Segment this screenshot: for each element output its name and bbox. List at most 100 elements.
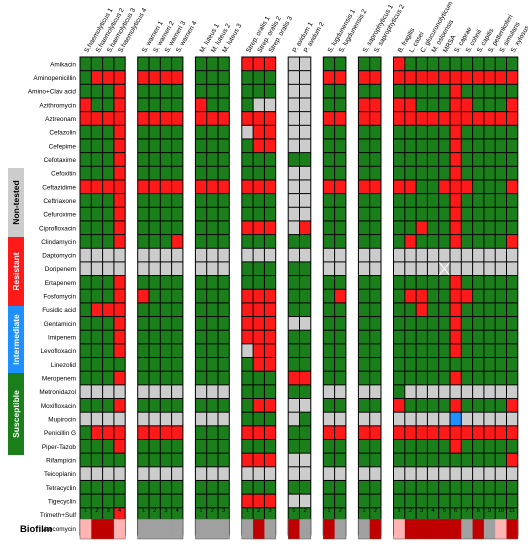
biofilm-cell-s-xylosus	[506, 519, 519, 539]
cell-m-luteus-3-amino-clav-acid	[218, 84, 229, 98]
cell-s-warneri-1-teicoplanin	[138, 467, 149, 480]
cell-s-lugdunensis-1-aztreonam	[323, 112, 335, 125]
cell-s-saprophyticus-1-teicoplanin	[358, 467, 370, 480]
cell-s-saprophyticus-2-teicoplanin	[370, 467, 381, 480]
cell-s-haemolyticus-3-gentamicin	[103, 317, 114, 330]
cell-s-warneri-2-cefepime	[149, 139, 160, 153]
cell-s-warneri-3-aminopenicillin	[160, 71, 172, 84]
cell-s-lugdunensis-1-penicillin-g	[323, 426, 335, 439]
cell-m-luteus-3-fusidic-acid	[218, 303, 229, 317]
cell-s-pettenkoferi-gentamicin	[484, 317, 495, 330]
cell-m-luteus-3-cefepime	[218, 139, 229, 153]
cell-s-pettenkoferi-linezolid	[484, 358, 495, 371]
cell-s-pettenkoferi-cefotaxime	[484, 153, 495, 166]
cell-s-lugdunensis-1-linezolid	[323, 358, 335, 371]
cell-s-haemolyticus-3-cefotaxime	[103, 153, 114, 166]
column-number: 1	[246, 508, 249, 514]
cell-s-warneri-1-fosfomycin	[138, 289, 149, 303]
cell-s-simulans-metronidazol	[495, 385, 506, 398]
cell-b-fragilis-ceftriaxone	[394, 194, 405, 207]
antibiotic-label-trimeth-sulf: Trimeth+Sulf	[40, 512, 76, 519]
cell-s-haemolyticus-3-doripenem	[103, 262, 114, 276]
cell-s-haemolyticus-4-levofloxacin	[114, 344, 125, 358]
cell-s-warneri-1-fusidic-acid	[138, 303, 149, 317]
cell-m-luteus-1-piper-tazob	[195, 439, 207, 453]
cell-b-fragilis-daptomycin	[394, 248, 405, 262]
cell-s-lugdunensis-1-cefoxitin	[323, 166, 335, 180]
cell-strep-oralis-2-fusidic-acid	[253, 303, 264, 317]
cell-s-lugdunensis-1-moxifloxacin	[323, 399, 335, 412]
cell-m-osloensis-ceftriaxone	[427, 194, 439, 207]
cell-l-casei-fosfomycin	[405, 289, 416, 303]
cell-s-haemolyticus-2-rifampicin	[91, 453, 103, 467]
cell-strep-oralis-2-metronidazol	[253, 385, 264, 398]
cell-s-haemolyticus-3-amino-clav-acid	[103, 84, 114, 98]
cell-s-saprophyticus-1-ceftazidime	[358, 180, 370, 194]
cell-s-warneri-4-ciprofloxacin	[172, 221, 183, 235]
biofilm-cell-s-cohnii	[461, 519, 473, 539]
cell-m-osloensis-teicoplanin	[427, 467, 439, 480]
cell-s-warneri-2-gentamicin	[149, 317, 160, 330]
cell-c-glucuronolyticum-amikacin	[416, 57, 427, 71]
cell-s-lugdunensis-1-cefepime	[323, 139, 335, 153]
cell-s-lugdunensis-1-ertapenem	[323, 276, 335, 289]
cell-s-simulans-linezolid	[495, 358, 506, 371]
cell-s-warneri-1-aminopenicillin	[138, 71, 149, 84]
cell-s-warneri-1-linezolid	[138, 358, 149, 371]
cell-s-xylosus-ciprofloxacin	[507, 221, 518, 235]
cell-s-haemolyticus-4-linezolid	[114, 358, 125, 371]
cell-s-capitis-doripenem	[473, 262, 484, 276]
cell-m-luteus-3-ceftriaxone	[218, 194, 229, 207]
cell-l-casei-teicoplanin	[405, 467, 416, 480]
cell-s-saprophyticus-2-metronidazol	[370, 385, 381, 398]
cell-c-glucuronolyticum-aminopenicillin	[416, 71, 427, 84]
cell-s-lugdunensis-2-aminopenicillin	[335, 71, 346, 84]
biofilm-cell-p-avidum-2	[299, 519, 312, 539]
cell-strep-oralis-3-gentamicin	[264, 317, 276, 330]
cell-s-haemolyticus-3-aminopenicillin	[103, 71, 114, 84]
cell-s-warneri-1-tigecyclin	[138, 494, 149, 508]
cell-s-saprophyticus-1-daptomycin	[358, 248, 370, 262]
cell-s-haemolyticus-4-ciprofloxacin	[114, 221, 125, 235]
cell-s-saprophyticus-1-trimeth-sulf	[358, 508, 370, 521]
cell-s-warneri-1-cefepime	[138, 139, 149, 153]
cell-m-luteus-1-aztreonam	[195, 112, 207, 125]
cell-s-xylosus-ertapenem	[507, 276, 518, 289]
cell-s-saprophyticus-2-cefepime	[370, 139, 381, 153]
cell-p-avidum-1-cefuroxime	[288, 207, 299, 221]
cell-s-haemolyticus-1-ciprofloxacin	[80, 221, 91, 235]
cell-p-avidum-2-moxifloxacin	[300, 399, 311, 412]
cell-s-warneri-1-imipenem	[138, 330, 149, 344]
cell-m-osloensis-clindamycin	[427, 235, 439, 248]
cell-b-fragilis-rifampicin	[394, 453, 405, 467]
cell-p-avidum-2-metronidazol	[300, 385, 311, 398]
cell-s-xylosus-gentamicin	[507, 317, 518, 330]
cell-s-caprae-metronidazol	[450, 385, 461, 398]
cell-s-haemolyticus-3-cefepime	[103, 139, 114, 153]
cell-b-fragilis-clindamycin	[394, 235, 405, 248]
column-number: 9	[488, 508, 491, 514]
cell-s-caprae-ceftazidime	[450, 180, 461, 194]
cell-mrsa-linezolid	[439, 358, 450, 371]
cell-s-warneri-2-meropenem	[149, 371, 160, 385]
cell-strep-oralis-3-mupirocin	[264, 412, 276, 426]
cell-s-warneri-2-mupirocin	[149, 412, 160, 426]
cell-s-caprae-ertapenem	[450, 276, 461, 289]
cell-s-haemolyticus-4-cefepime	[114, 139, 125, 153]
cell-strep-oralis-1-daptomycin	[242, 248, 253, 262]
cell-s-warneri-4-cefoxitin	[172, 166, 183, 180]
cell-s-saprophyticus-2-imipenem	[370, 330, 381, 344]
cell-m-luteus-1-amino-clav-acid	[195, 84, 207, 98]
cell-strep-oralis-3-amikacin	[264, 57, 276, 71]
cell-s-capitis-ciprofloxacin	[473, 221, 484, 235]
cell-strep-oralis-1-aztreonam	[242, 112, 253, 125]
cell-s-saprophyticus-2-clindamycin	[370, 235, 381, 248]
cell-s-caprae-ciprofloxacin	[450, 221, 461, 235]
cell-m-luteus-1-tetracyclin	[195, 480, 207, 494]
biofilm-cell-m-osloensis	[427, 519, 439, 539]
cell-s-warneri-4-fusidic-acid	[172, 303, 183, 317]
cell-s-lugdunensis-1-tetracyclin	[323, 480, 335, 494]
cell-s-lugdunensis-1-aminopenicillin	[323, 71, 335, 84]
cell-m-luteus-3-teicoplanin	[218, 467, 229, 480]
cell-b-fragilis-tetracyclin	[394, 480, 405, 494]
